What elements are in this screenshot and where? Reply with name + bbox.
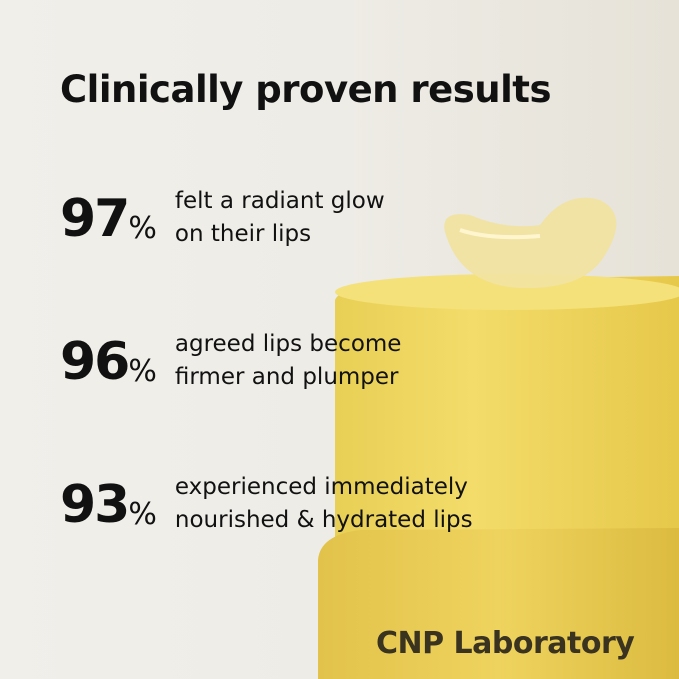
stat-text: nourished & hydrated lips [174,507,473,533]
stat-value: 93 [60,475,130,535]
stat-text: felt a radiant glow [174,188,385,214]
stat-text: on their lips [174,221,312,247]
page-title: Clinically proven results [60,68,552,111]
stat-item: 97% felt a radiant glow on their lips [60,188,385,251]
stat-unit: % [128,497,157,532]
stat-item: 93% experienced immediately nourished & h… [60,474,473,537]
stat-text: firmer and plumper [174,364,399,390]
brand-label: CNP Laboratory [376,626,635,661]
stat-text: agreed lips become [174,331,402,357]
stat-item: 96% agreed lips become firmer and plumper [60,331,401,394]
stat-unit: % [128,354,157,389]
stat-unit: % [128,211,157,246]
stat-value: 97 [60,189,130,249]
stat-text: experienced immediately [174,474,468,500]
stat-value: 96 [60,332,130,392]
